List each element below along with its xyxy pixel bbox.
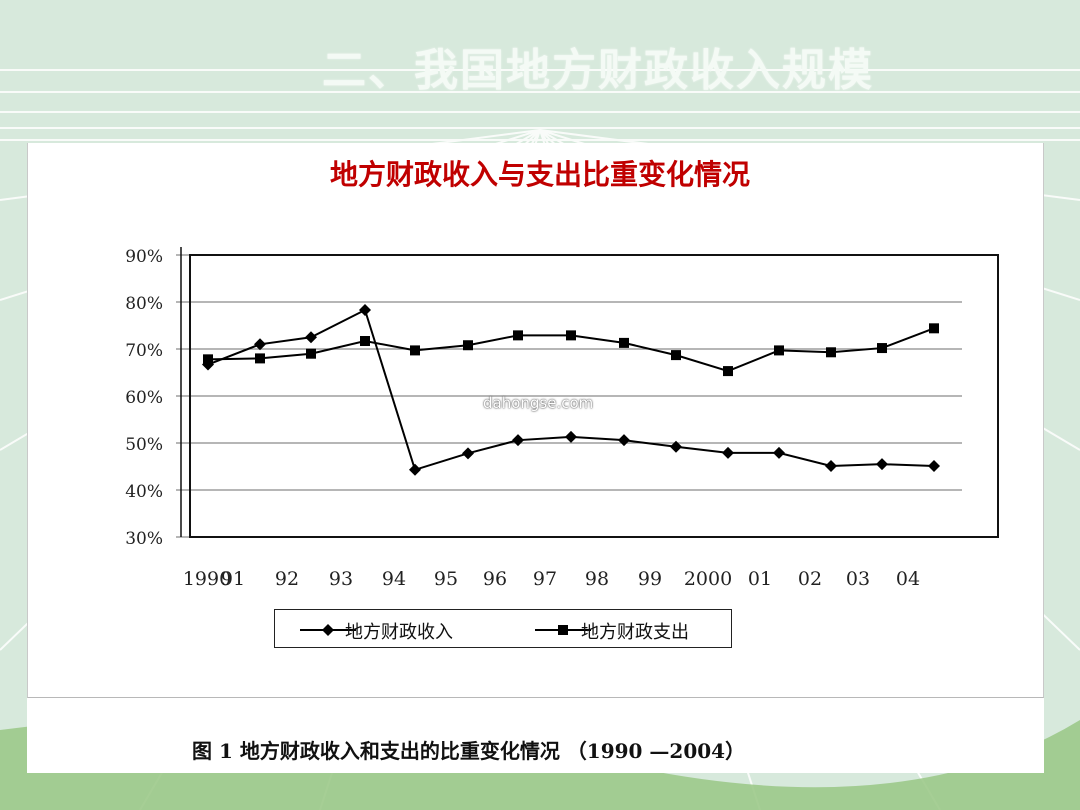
x-tick-label: 04 [896, 568, 920, 590]
chart-panel [27, 143, 1044, 773]
figure-caption: 图 1 地方财政收入和支出的比重变化情况 （1990 —2004） [192, 739, 746, 763]
data-point-revenue [254, 338, 266, 351]
data-point-revenue [722, 446, 734, 459]
data-point-expenditure [203, 354, 213, 365]
x-tick-label: 03 [846, 568, 870, 590]
data-point-revenue [359, 303, 371, 316]
data-point-expenditure [619, 337, 629, 348]
data-point-revenue [773, 446, 785, 459]
data-point-revenue [670, 440, 682, 453]
data-point-revenue [512, 434, 524, 447]
data-point-expenditure [360, 336, 370, 347]
data-point-revenue [409, 463, 421, 476]
data-point-revenue [618, 434, 630, 447]
data-point-revenue [565, 430, 577, 443]
y-tick-label: 30% [125, 529, 163, 549]
data-point-expenditure [671, 350, 681, 361]
data-point-expenditure [566, 330, 576, 341]
data-point-revenue [928, 460, 940, 473]
y-tick-label: 80% [125, 294, 163, 314]
data-point-expenditure [826, 347, 836, 358]
x-tick-label: 99 [638, 568, 662, 590]
legend: 地方财政收入 地方财政支出 [274, 609, 732, 648]
x-tick-label: 94 [382, 568, 406, 590]
data-point-expenditure [306, 348, 316, 359]
x-tick-label: 02 [798, 568, 822, 590]
x-tick-label: 2000 [684, 568, 732, 590]
data-point-revenue [462, 447, 474, 460]
y-tick-label: 70% [125, 341, 163, 361]
x-tick-label: 96 [483, 568, 507, 590]
data-point-revenue [305, 331, 317, 344]
legend-square-line-icon [535, 625, 591, 635]
data-point-expenditure [410, 345, 420, 356]
watermark: dahongse.com [483, 394, 594, 412]
y-tick-label: 40% [125, 482, 163, 502]
x-tick-label: 93 [329, 568, 353, 590]
x-tick-label: 91 [221, 568, 245, 590]
legend-diamond-line-icon [300, 624, 356, 636]
x-tick-label: 01 [748, 568, 772, 590]
plot-frame [189, 254, 999, 538]
data-point-revenue [825, 460, 837, 473]
x-tick-label: 92 [275, 568, 299, 590]
data-point-expenditure [774, 345, 784, 356]
legend-label-revenue: 地方财政收入 [345, 622, 453, 643]
y-tick-label: 60% [125, 388, 163, 408]
legend-label-expenditure: 地方财政支出 [581, 622, 689, 643]
data-point-expenditure [877, 343, 887, 354]
data-point-expenditure [255, 353, 265, 364]
data-point-expenditure [929, 323, 939, 334]
x-tick-label: 95 [434, 568, 458, 590]
x-tick-label: 1990 [183, 568, 231, 590]
data-point-expenditure [723, 366, 733, 377]
data-point-expenditure [513, 330, 523, 341]
y-tick-label: 90% [125, 247, 163, 267]
x-tick-label: 97 [533, 568, 557, 590]
slide-title: 二、我国地方财政收入规模 [322, 45, 874, 96]
chart-title: 地方财政收入与支出比重变化情况 [329, 158, 750, 191]
y-tick-label: 50% [125, 435, 163, 455]
data-point-expenditure [463, 340, 473, 351]
x-tick-label: 98 [585, 568, 609, 590]
data-point-revenue [876, 458, 888, 471]
